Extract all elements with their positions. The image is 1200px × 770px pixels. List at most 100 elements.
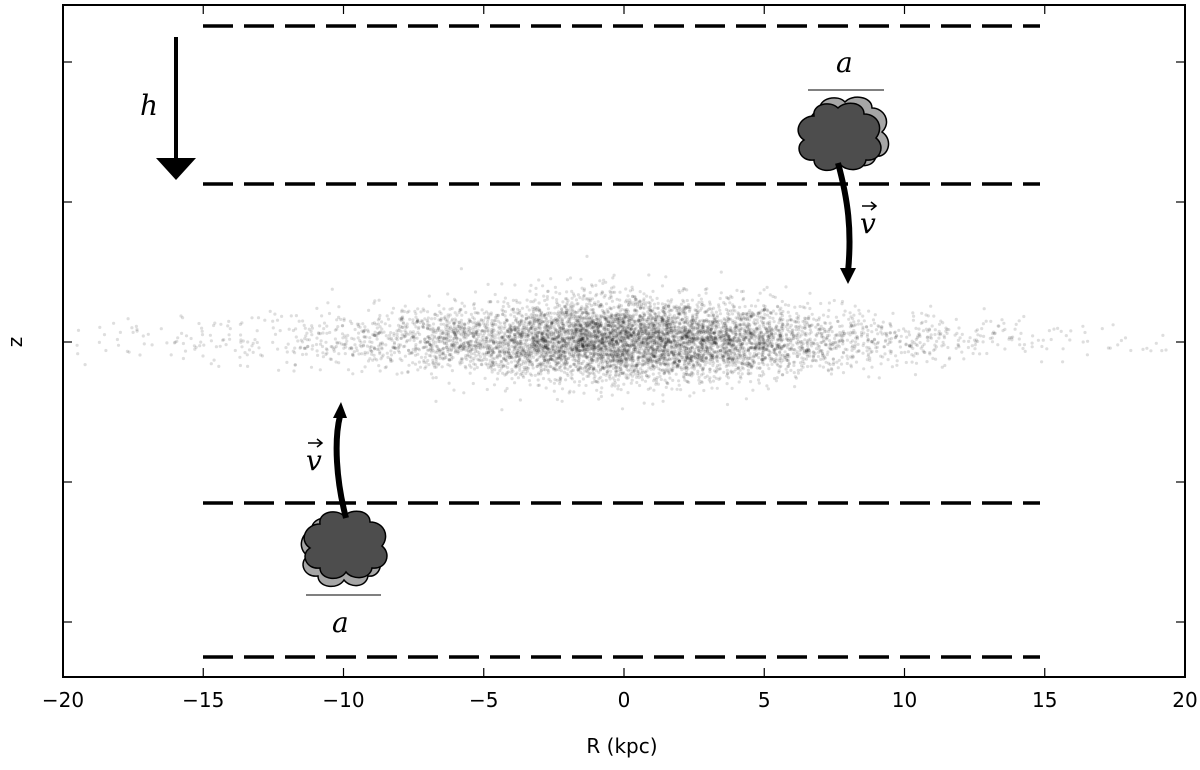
disk-point [392,351,397,355]
disk-point [433,336,437,340]
disk-point [590,358,594,362]
disk-point [372,301,376,305]
disk-point [492,319,496,323]
disk-point [580,347,585,352]
disk-point [688,338,692,342]
disk-point [730,337,735,341]
disk-point [674,316,678,320]
disk-point [922,342,926,346]
disk-point [537,278,541,282]
disk-point [954,317,958,321]
disk-point [790,333,794,337]
disk-point [624,332,628,336]
disk-point [1064,334,1068,338]
disk-point [874,328,879,332]
disk-point [560,321,564,325]
disk-point [735,340,739,344]
disk-point [1069,329,1073,333]
disk-point [388,333,392,337]
disk-point [546,339,550,344]
disk-point [564,329,569,333]
disk-point [255,340,259,345]
disk-point [644,301,648,305]
disk-point [407,348,411,353]
disk-point [795,352,799,356]
disk-point [737,365,741,369]
disk-point [551,351,555,355]
disk-point [515,348,520,353]
disk-point [543,326,547,330]
disk-point [419,310,423,314]
disk-point [616,387,620,391]
disk-point [469,348,473,353]
disk-point [591,358,595,362]
disk-point [684,329,688,333]
disk-point [441,332,445,336]
disk-point [786,338,790,342]
disk-point [490,339,494,343]
disk-point [573,324,577,328]
disk-point [699,343,703,347]
disk-point [661,317,665,321]
disk-point [659,377,663,382]
disk-point [464,348,468,352]
disk-point [561,300,565,304]
disk-point [801,326,805,330]
disk-point [647,273,651,277]
disk-point [583,331,587,336]
disk-point [492,363,496,367]
disk-point [852,324,856,328]
disk-point [677,362,681,366]
disk-point [706,325,710,330]
disk-point [866,354,870,358]
disk-point [625,336,629,340]
disk-point [559,307,564,311]
disk-point [687,309,692,313]
disk-point [544,327,548,331]
disk-point [335,318,339,322]
disk-point [576,340,580,344]
disk-point [676,331,680,336]
disk-point [580,354,584,358]
disk-point [968,336,972,340]
disk-point [575,339,580,343]
disk-point [685,318,689,322]
disk-point [217,364,221,368]
disk-point [537,349,541,353]
disk-point [606,336,610,340]
disk-point [646,341,650,345]
disk-point [622,319,626,323]
disk-point [555,312,560,316]
disk-point [489,328,494,332]
disk-point [691,321,695,325]
disk-point [651,348,656,352]
disk-point [610,384,614,388]
disk-point [579,333,583,337]
disk-point [506,366,510,370]
disk-point [568,322,573,326]
disk-point [458,326,462,330]
disk-point [401,321,406,325]
disk-point [451,329,456,333]
disk-point [758,324,762,328]
disk-point [698,340,702,344]
disk-point [623,340,628,344]
disk-point [810,323,814,327]
disk-point [613,378,617,382]
disk-point [549,331,553,335]
disk-point [438,353,442,357]
disk-point [537,301,541,305]
disk-point [494,339,498,343]
disk-point [658,324,662,328]
disk-point [541,340,545,344]
disk-point [666,338,670,342]
disk-point [792,363,796,368]
disk-point [821,365,826,369]
disk-point [665,321,670,325]
disk-point [648,301,652,305]
disk-point [608,321,613,325]
disk-point [647,329,651,333]
disk-point [696,335,700,339]
disk-point [642,401,646,405]
disk-point [571,332,575,336]
